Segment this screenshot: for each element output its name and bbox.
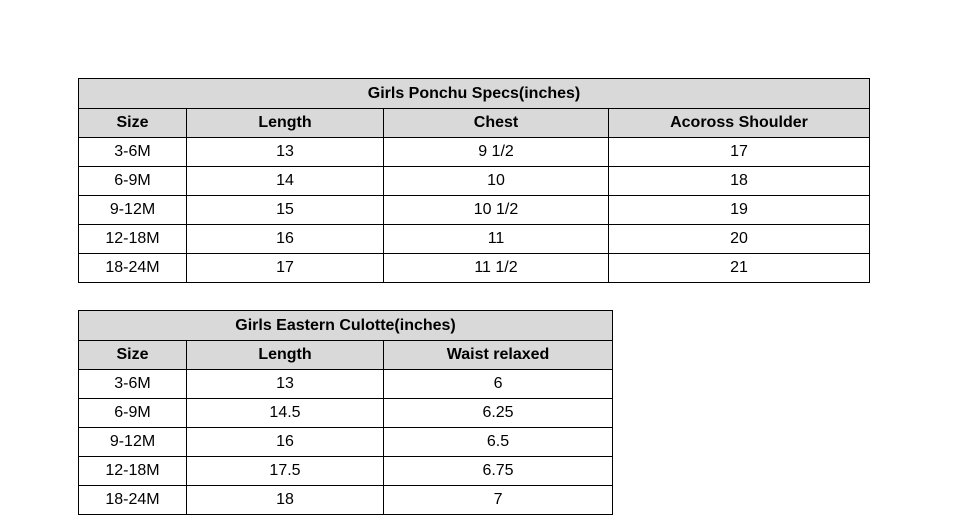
table-cell: 14 bbox=[186, 166, 384, 196]
column-header: Waist relaxed bbox=[382, 340, 614, 370]
table-cell: 18-24M bbox=[78, 485, 187, 515]
column-header: Length bbox=[186, 108, 384, 138]
table-cell: 15 bbox=[186, 195, 384, 225]
column-header-row: Size Length Waist relaxed bbox=[78, 340, 614, 370]
table-cell: 6-9M bbox=[78, 166, 187, 196]
table-row: 9-12M 16 6.5 bbox=[78, 427, 614, 457]
column-header: Chest bbox=[383, 108, 609, 138]
table-row: 3-6M 13 9 1/2 17 bbox=[78, 137, 870, 167]
table-cell: 3-6M bbox=[78, 137, 187, 167]
table-cell: 13 bbox=[186, 137, 384, 167]
table-title: Girls Ponchu Specs(inches) bbox=[78, 78, 870, 109]
table-cell: 16 bbox=[186, 224, 384, 254]
table-row: 9-12M 15 10 1/2 19 bbox=[78, 195, 870, 225]
table-cell: 6-9M bbox=[78, 398, 187, 428]
table-cell: 19 bbox=[608, 195, 870, 225]
table-cell: 16 bbox=[186, 427, 384, 457]
column-header: Acoross Shoulder bbox=[608, 108, 870, 138]
table-title: Girls Eastern Culotte(inches) bbox=[77, 310, 614, 341]
table-cell: 3-6M bbox=[78, 369, 187, 399]
table-row: 12-18M 17.5 6.75 bbox=[78, 456, 614, 486]
table-row: 18-24M 17 11 1/2 21 bbox=[78, 253, 870, 283]
table-cell: 6 bbox=[382, 369, 614, 399]
table-cell: 18 bbox=[608, 166, 870, 196]
column-header: Size bbox=[78, 108, 187, 138]
girls-eastern-culotte-table: Girls Eastern Culotte(inches) Size Length W… bbox=[77, 310, 614, 515]
column-header-row: Size Length Chest Acoross Shoulder bbox=[78, 108, 870, 138]
table-cell: 17 bbox=[186, 253, 384, 283]
table-cell: 12-18M bbox=[78, 456, 187, 486]
column-header: Length bbox=[186, 340, 384, 370]
table-cell: 6.5 bbox=[382, 427, 614, 457]
table-row: 12-18M 16 11 20 bbox=[78, 224, 870, 254]
table-title-row: Girls Eastern Culotte(inches) bbox=[77, 310, 614, 341]
table-title-row: Girls Ponchu Specs(inches) bbox=[78, 78, 870, 109]
table-cell: 11 bbox=[383, 224, 609, 254]
column-header: Size bbox=[78, 340, 187, 370]
table-cell: 17.5 bbox=[186, 456, 384, 486]
table-cell: 11 1/2 bbox=[383, 253, 609, 283]
table-cell: 14.5 bbox=[186, 398, 384, 428]
girls-ponchu-specs-table: Girls Ponchu Specs(inches) Size Length Ches… bbox=[78, 78, 870, 283]
table-cell: 21 bbox=[608, 253, 870, 283]
table-cell: 13 bbox=[186, 369, 384, 399]
table-cell: 18-24M bbox=[78, 253, 187, 283]
table-row: 18-24M 18 7 bbox=[78, 485, 614, 515]
table-cell: 7 bbox=[382, 485, 614, 515]
table-cell: 20 bbox=[608, 224, 870, 254]
table-cell: 10 1/2 bbox=[383, 195, 609, 225]
table-row: 6-9M 14 10 18 bbox=[78, 166, 870, 196]
table-cell: 9 1/2 bbox=[383, 137, 609, 167]
table-cell: 18 bbox=[186, 485, 384, 515]
table-cell: 17 bbox=[608, 137, 870, 167]
table-row: 3-6M 13 6 bbox=[78, 369, 614, 399]
table-cell: 6.25 bbox=[382, 398, 614, 428]
table-cell: 10 bbox=[383, 166, 609, 196]
table-cell: 6.75 bbox=[382, 456, 614, 486]
table-row: 6-9M 14.5 6.25 bbox=[78, 398, 614, 428]
table-cell: 9-12M bbox=[78, 427, 187, 457]
table-cell: 9-12M bbox=[78, 195, 187, 225]
table-cell: 12-18M bbox=[78, 224, 187, 254]
